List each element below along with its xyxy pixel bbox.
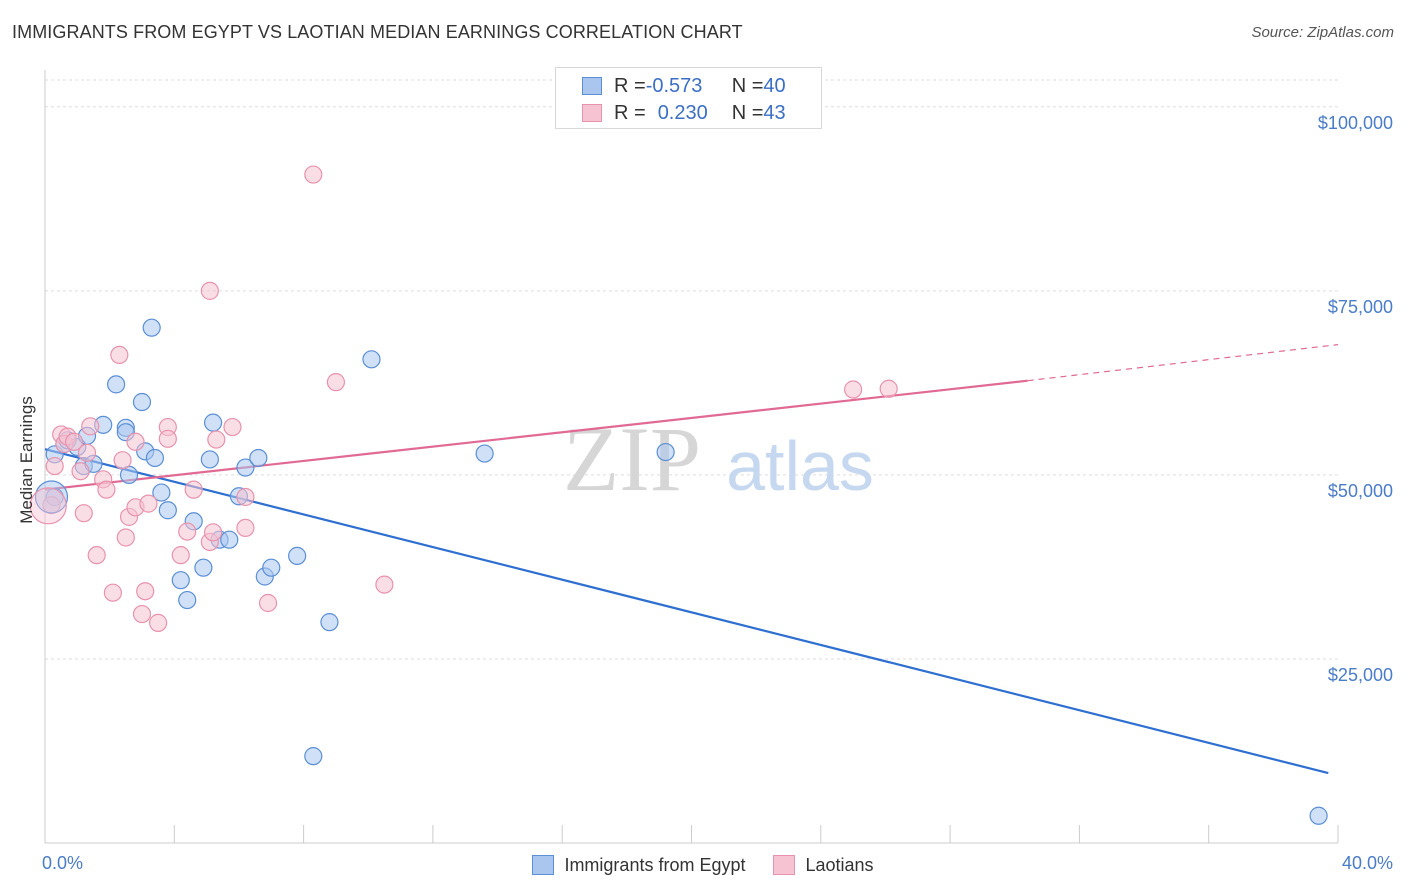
- laotian-point: [375, 575, 394, 594]
- laotian-trend-extension: [1027, 344, 1339, 382]
- legend-r-value-laotians: 0.230: [657, 101, 708, 124]
- egypt-point: [475, 444, 494, 463]
- egypt-point: [288, 546, 307, 565]
- legend-item-egypt: Immigrants from Egypt: [532, 855, 745, 876]
- laotian-point: [149, 613, 168, 632]
- y-tick-label: $25,000: [1328, 665, 1393, 685]
- laotian-point: [103, 583, 122, 602]
- y-tick-label: $100,000: [1318, 113, 1393, 133]
- legend-r-label: R =: [614, 101, 646, 124]
- laotian-point: [132, 604, 152, 624]
- legend-r-value-egypt: -0.573: [645, 74, 703, 97]
- laotian-point: [136, 582, 155, 601]
- correlation-legend: R = -0.573 N = 40 R = 0.230 N = 43: [555, 67, 822, 129]
- legend-swatch-egypt: [532, 855, 555, 875]
- watermark: ZIP atlas: [563, 408, 874, 510]
- source-credit: Source: ZipAtlas.com: [1251, 24, 1394, 41]
- laotian-point: [844, 380, 863, 399]
- laotian-point: [171, 546, 190, 565]
- legend-n-value-laotians: 43: [763, 101, 786, 124]
- laotian-point: [110, 345, 129, 365]
- egypt-point: [203, 413, 223, 432]
- x-tick-label: 0.0%: [42, 853, 83, 873]
- laotian-point-large: [29, 487, 67, 525]
- laotian-point: [126, 432, 145, 451]
- laotian-point: [116, 528, 135, 547]
- egypt-point: [304, 747, 323, 766]
- chart-title: IMMIGRANTS FROM EGYPT VS LAOTIAN MEDIAN …: [12, 22, 743, 42]
- laotian-point: [74, 504, 93, 523]
- egypt-point: [107, 375, 126, 394]
- laotian-point: [81, 417, 100, 436]
- laotian-point: [223, 417, 242, 437]
- legend-r-label: R =: [614, 74, 646, 97]
- laotian-trend-line: [44, 379, 1028, 491]
- egypt-point: [1309, 806, 1328, 825]
- tick-labels: $25,000 $50,000 $75,000 $100,000 0.0% 40.0%: [42, 113, 1393, 873]
- legend-row-laotians: R = 0.230 N = 43: [582, 101, 786, 125]
- laotian-point: [207, 430, 226, 449]
- egypt-point: [249, 448, 268, 468]
- legend-n-label: N =: [731, 74, 764, 97]
- laotian-point: [45, 456, 64, 476]
- egypt-point: [171, 571, 190, 590]
- egypt-point: [262, 558, 281, 577]
- legend-swatch-egypt: [582, 77, 602, 95]
- laotian-point: [258, 593, 278, 613]
- y-tick-label: $50,000: [1328, 481, 1393, 501]
- legend-row-egypt: R = -0.573 N = 40: [582, 74, 786, 98]
- laotian-point: [236, 487, 255, 507]
- laotian-point: [184, 480, 203, 499]
- series-legend: Immigrants from Egypt Laotians: [0, 852, 1406, 878]
- legend-swatch-laotians: [582, 104, 602, 122]
- legend-n-label: N =: [731, 101, 764, 124]
- legend-n-value-egypt: 40: [763, 74, 786, 97]
- legend-label-laotians: Laotians: [805, 854, 874, 875]
- egypt-trend-line: [44, 448, 1329, 775]
- egypt-point: [656, 442, 675, 462]
- laotian-point: [304, 165, 323, 184]
- egypt-point: [236, 458, 255, 477]
- grid-lines: [45, 79, 1338, 660]
- laotian-point: [236, 518, 255, 538]
- egypt-point: [194, 558, 213, 577]
- legend-swatch-laotians: [773, 855, 796, 875]
- laotian-point: [87, 546, 106, 565]
- watermark-atlas: atlas: [726, 427, 874, 505]
- y-tick-label: $75,000: [1328, 297, 1393, 317]
- laotian-point: [203, 523, 223, 542]
- laotian-point: [97, 480, 116, 499]
- laotian-point: [64, 432, 84, 451]
- trend-lines: [44, 344, 1339, 775]
- laotian-point: [77, 443, 97, 462]
- egypt-point: [142, 318, 161, 337]
- egypt-point: [152, 483, 171, 502]
- laotian-point: [178, 522, 197, 541]
- y-axis-label: Median Earnings: [17, 396, 36, 524]
- laotian-point: [113, 451, 132, 470]
- egypt-point: [158, 501, 177, 520]
- egypt-point: [200, 450, 219, 469]
- laotian-point: [139, 494, 158, 513]
- legend-item-laotians: Laotians: [773, 854, 874, 876]
- x-tick-label: 40.0%: [1342, 853, 1393, 873]
- egypt-point: [320, 613, 339, 632]
- laotian-point: [326, 373, 346, 392]
- legend-label-egypt: Immigrants from Egypt: [564, 854, 746, 875]
- egypt-point: [132, 392, 152, 412]
- laotian-point: [71, 462, 90, 481]
- laotian-point: [200, 281, 219, 300]
- egypt-point: [145, 448, 165, 468]
- data-points: [29, 165, 1328, 825]
- egypt-point: [362, 350, 381, 369]
- laotian-point: [879, 379, 898, 398]
- egypt-point: [178, 590, 197, 610]
- watermark-zip: ZIP: [563, 408, 701, 510]
- egypt-point: [220, 530, 239, 549]
- laotian-point: [158, 429, 177, 448]
- axes: [44, 70, 1339, 844]
